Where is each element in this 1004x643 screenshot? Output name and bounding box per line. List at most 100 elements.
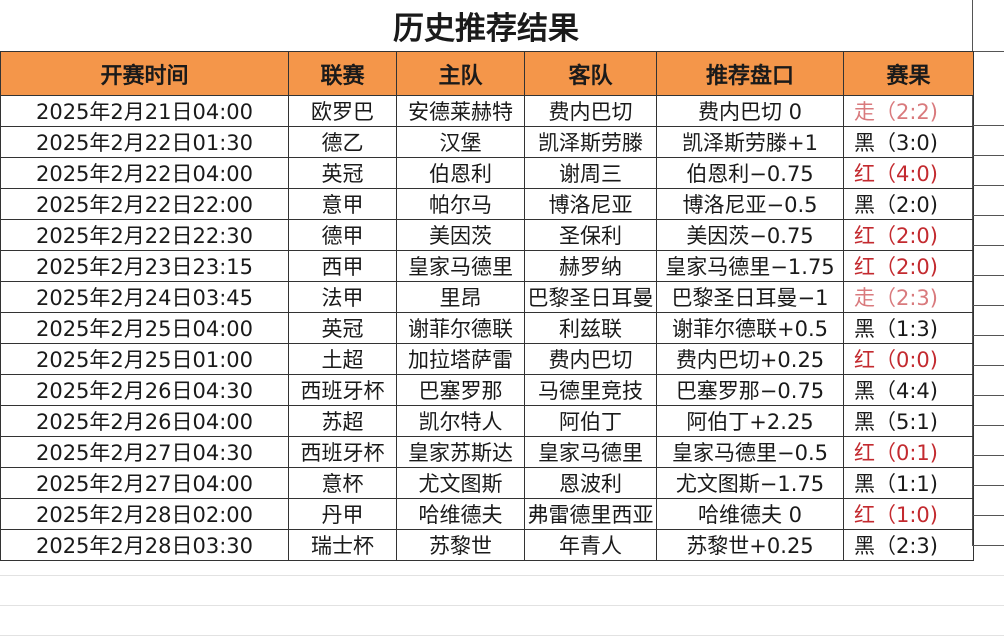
cell-time[interactable]: 2025年2月24日03:45 [0,281,289,313]
cell-pick[interactable]: 伯恩利−0.75 [656,157,844,189]
cell-time[interactable]: 2025年2月27日04:00 [0,467,289,499]
cell-result[interactable]: 黑（1:1) [843,467,974,499]
cell-result[interactable]: 黑（2:0) [843,188,974,220]
cell-away[interactable]: 圣保利 [524,219,657,251]
cell-league[interactable]: 法甲 [288,281,397,313]
cell-league[interactable]: 意甲 [288,188,397,220]
cell-away[interactable]: 恩波利 [524,467,657,499]
cell-home[interactable]: 帕尔马 [396,188,525,220]
cell-away[interactable]: 费内巴切 [524,343,657,375]
cell-away[interactable]: 弗雷德里西亚 [524,498,657,530]
cell-home[interactable]: 加拉塔萨雷 [396,343,525,375]
header-away[interactable]: 客队 [524,51,657,96]
cell-league[interactable]: 瑞士杯 [288,529,397,561]
cell-home[interactable]: 美因茨 [396,219,525,251]
cell-pick[interactable]: 博洛尼亚−0.5 [656,188,844,220]
cell-result[interactable]: 黑（4:4) [843,374,974,406]
cell-result[interactable]: 黑（3:0) [843,126,974,158]
cell-away[interactable]: 马德里竞技 [524,374,657,406]
cell-pick[interactable]: 凯泽斯劳滕+1 [656,126,844,158]
cell-result[interactable]: 红（0:1) [843,436,974,468]
cell-home[interactable]: 安德莱赫特 [396,95,525,127]
cell-home[interactable]: 哈维德夫 [396,498,525,530]
cell-away[interactable]: 巴黎圣日耳曼 [524,281,657,313]
cell-result[interactable]: 红（2:0) [843,219,974,251]
cell-time[interactable]: 2025年2月23日23:15 [0,250,289,282]
cell-time[interactable]: 2025年2月27日04:30 [0,436,289,468]
cell-home[interactable]: 谢菲尔德联 [396,312,525,344]
cell-away[interactable]: 费内巴切 [524,95,657,127]
cell-result[interactable]: 走（2:2) [843,95,974,127]
cell-league[interactable]: 欧罗巴 [288,95,397,127]
cell-home[interactable]: 汉堡 [396,126,525,158]
cell-home[interactable]: 皇家苏斯达 [396,436,525,468]
cell-result[interactable]: 红（1:0) [843,498,974,530]
cell-result[interactable]: 黑（2:3) [843,529,974,561]
cell-result[interactable]: 黑（5:1) [843,405,974,437]
cell-home[interactable]: 凯尔特人 [396,405,525,437]
header-home[interactable]: 主队 [396,51,525,96]
cell-time[interactable]: 2025年2月21日04:00 [0,95,289,127]
cell-time[interactable]: 2025年2月22日01:30 [0,126,289,158]
away-text: 谢周三 [559,162,622,186]
header-start-time[interactable]: 开赛时间 [0,51,289,96]
cell-league[interactable]: 德乙 [288,126,397,158]
cell-home[interactable]: 里昂 [396,281,525,313]
cell-league[interactable]: 西班牙杯 [288,436,397,468]
cell-pick[interactable]: 哈维德夫 0 [656,498,844,530]
cell-pick[interactable]: 尤文图斯−1.75 [656,467,844,499]
cell-league[interactable]: 德甲 [288,219,397,251]
cell-away[interactable]: 凯泽斯劳滕 [524,126,657,158]
cell-pick[interactable]: 皇家马德里−1.75 [656,250,844,282]
cell-pick[interactable]: 费内巴切+0.25 [656,343,844,375]
cell-away[interactable]: 谢周三 [524,157,657,189]
cell-away[interactable]: 赫罗纳 [524,250,657,282]
cell-result[interactable]: 红（0:0) [843,343,974,375]
cell-time[interactable]: 2025年2月26日04:30 [0,374,289,406]
cell-pick[interactable]: 谢菲尔德联+0.5 [656,312,844,344]
cell-result[interactable]: 走（2:3) [843,281,974,313]
pick-text: 皇家马德里−0.5 [672,441,828,465]
cell-league[interactable]: 英冠 [288,157,397,189]
pick-text: 博洛尼亚−0.5 [682,193,818,217]
cell-away[interactable]: 博洛尼亚 [524,188,657,220]
cell-time[interactable]: 2025年2月22日04:00 [0,157,289,189]
cell-home[interactable]: 皇家马德里 [396,250,525,282]
cell-away[interactable]: 年青人 [524,529,657,561]
cell-pick[interactable]: 美因茨−0.75 [656,219,844,251]
cell-result[interactable]: 黑（1:3) [843,312,974,344]
cell-away[interactable]: 利兹联 [524,312,657,344]
cell-time[interactable]: 2025年2月28日02:00 [0,498,289,530]
header-result[interactable]: 赛果 [843,51,974,96]
cell-time[interactable]: 2025年2月26日04:00 [0,405,289,437]
cell-time[interactable]: 2025年2月22日22:00 [0,188,289,220]
cell-league[interactable]: 西甲 [288,250,397,282]
cell-pick[interactable]: 皇家马德里−0.5 [656,436,844,468]
cell-home[interactable]: 巴塞罗那 [396,374,525,406]
cell-pick[interactable]: 费内巴切 0 [656,95,844,127]
cell-league[interactable]: 英冠 [288,312,397,344]
cell-pick[interactable]: 巴塞罗那−0.75 [656,374,844,406]
cell-league[interactable]: 西班牙杯 [288,374,397,406]
cell-time[interactable]: 2025年2月22日22:30 [0,219,289,251]
cell-away[interactable]: 阿伯丁 [524,405,657,437]
cell-league[interactable]: 苏超 [288,405,397,437]
cell-pick[interactable]: 阿伯丁+2.25 [656,405,844,437]
cell-league[interactable]: 土超 [288,343,397,375]
row-divider [972,155,1004,156]
cell-pick[interactable]: 巴黎圣日耳曼−1 [656,281,844,313]
cell-home[interactable]: 尤文图斯 [396,467,525,499]
cell-away[interactable]: 皇家马德里 [524,436,657,468]
cell-result[interactable]: 红（4:0) [843,157,974,189]
header-pick[interactable]: 推荐盘口 [656,51,844,96]
cell-time[interactable]: 2025年2月25日01:00 [0,343,289,375]
cell-result[interactable]: 红（2:0) [843,250,974,282]
cell-home[interactable]: 伯恩利 [396,157,525,189]
cell-home[interactable]: 苏黎世 [396,529,525,561]
header-league[interactable]: 联赛 [288,51,397,96]
cell-pick[interactable]: 苏黎世+0.25 [656,529,844,561]
cell-league[interactable]: 丹甲 [288,498,397,530]
cell-time[interactable]: 2025年2月28日03:30 [0,529,289,561]
cell-league[interactable]: 意杯 [288,467,397,499]
cell-time[interactable]: 2025年2月25日04:00 [0,312,289,344]
